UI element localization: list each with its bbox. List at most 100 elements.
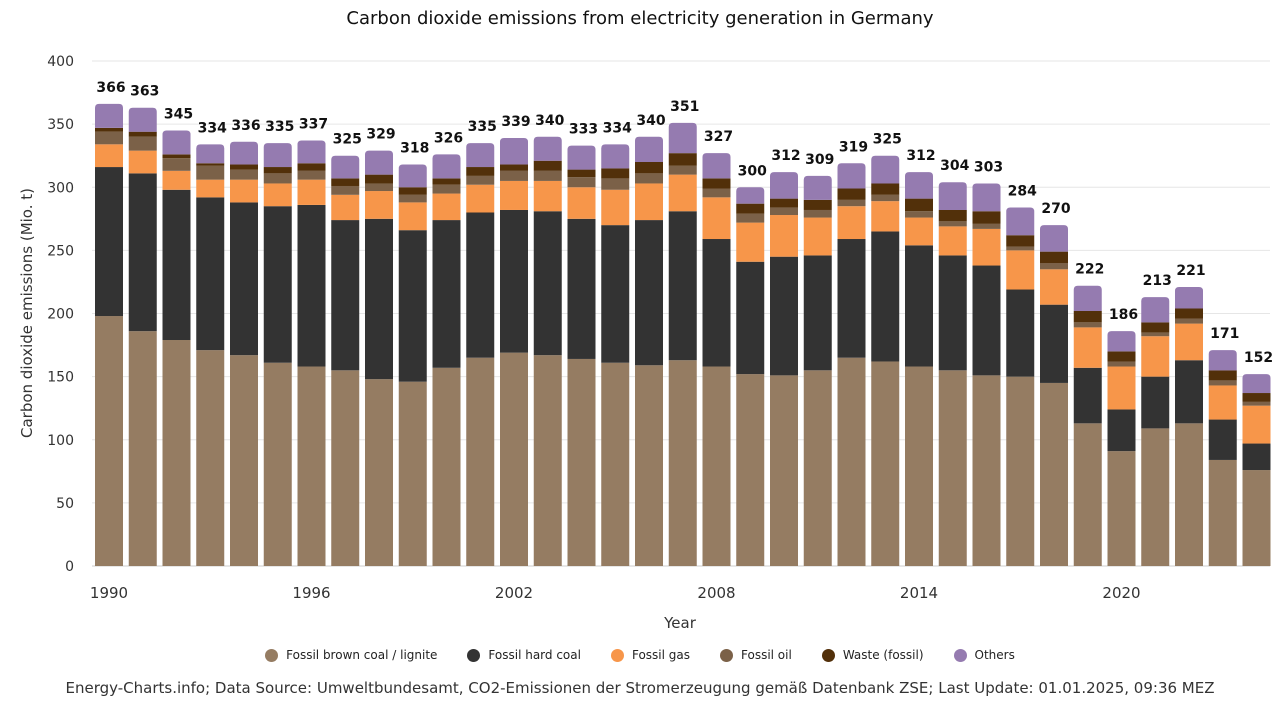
legend-item[interactable]: Waste (fossil) <box>821 648 924 662</box>
bar-segment-fossil-gas <box>736 222 765 262</box>
bar-segment-fossil-brown-coal-lignite <box>466 357 495 566</box>
bar-segment-waste-fossil- <box>466 167 495 176</box>
bar-segment-fossil-gas <box>263 183 292 207</box>
bar-segment-others <box>365 150 393 175</box>
bar-segment-fossil-oil <box>702 188 731 198</box>
legend: Fossil brown coal / lignite Fossil hard c… <box>0 648 1280 662</box>
bar-segment-fossil-oil <box>365 183 393 192</box>
bar-segment-others <box>1175 286 1203 309</box>
data-label: 335 <box>468 119 497 135</box>
bar-segment-fossil-brown-coal-lignite <box>736 374 765 566</box>
legend-item[interactable]: Fossil brown coal / lignite <box>265 648 437 662</box>
bar-segment-fossil-hard-coal <box>500 209 528 353</box>
bar-segment-waste-fossil- <box>1141 322 1170 333</box>
bar-segment-fossil-brown-coal-lignite <box>398 381 427 566</box>
data-label: 270 <box>1041 201 1070 217</box>
bar-segment-fossil-gas <box>533 180 562 212</box>
bar-segment-fossil-gas <box>297 179 326 205</box>
bar-segment-fossil-brown-coal-lignite <box>837 357 866 566</box>
bar-segment-fossil-gas <box>432 193 461 221</box>
bar-segment-others <box>533 136 562 161</box>
data-label: 309 <box>805 152 834 168</box>
bar-segment-waste-fossil- <box>533 160 562 171</box>
bar-segment-fossil-brown-coal-lignite <box>162 340 191 566</box>
legend-label: Fossil hard coal <box>488 648 581 662</box>
bar-segment-waste-fossil- <box>1107 351 1136 362</box>
legend-label: Fossil brown coal / lignite <box>286 648 438 662</box>
bar-segment-fossil-gas <box>1073 327 1102 368</box>
bar-segment-waste-fossil- <box>263 167 292 174</box>
bar-segment-waste-fossil- <box>635 162 663 174</box>
bar-segment-fossil-oil <box>635 173 663 184</box>
data-label: 345 <box>164 106 193 122</box>
x-tick-label: 2020 <box>1102 584 1140 602</box>
bar-segment-fossil-gas <box>803 217 832 256</box>
bar-segment-fossil-brown-coal-lignite <box>635 365 663 566</box>
bar-segment-fossil-oil <box>432 184 461 194</box>
legend-label: Waste (fossil) <box>842 648 924 662</box>
legend-item[interactable]: Fossil oil <box>720 648 792 662</box>
bar-segment-others <box>1073 285 1102 311</box>
source-footer: Energy-Charts.info; Data Source: Umweltb… <box>65 679 1215 697</box>
bar-segment-fossil-oil <box>95 131 123 145</box>
data-label: 186 <box>1109 307 1138 323</box>
bar-segment-fossil-oil <box>837 199 866 207</box>
bar-segment-fossil-hard-coal <box>432 220 461 368</box>
bar-segment-fossil-brown-coal-lignite <box>905 366 933 566</box>
bar-segment-others <box>263 143 292 168</box>
bar-segment-fossil-brown-coal-lignite <box>365 379 393 566</box>
bar-segment-fossil-gas <box>196 179 225 198</box>
bar-segment-fossil-gas <box>1175 323 1203 361</box>
bar-segment-fossil-hard-coal <box>1040 304 1068 383</box>
bar-segment-waste-fossil- <box>1073 310 1102 323</box>
data-label: 340 <box>636 113 665 129</box>
bar-segment-waste-fossil- <box>1208 370 1237 381</box>
data-label: 336 <box>231 118 260 134</box>
bar-segment-others <box>95 103 123 128</box>
legend-item[interactable]: Others <box>953 648 1015 662</box>
x-axis-label: Year <box>663 614 697 632</box>
legend-label: Fossil gas <box>631 648 690 662</box>
legend-item[interactable]: Fossil hard coal <box>467 648 581 662</box>
bar-segment-fossil-hard-coal <box>736 261 765 375</box>
data-label: 213 <box>1143 273 1172 289</box>
bar-segment-others <box>398 164 427 188</box>
bar-segment-waste-fossil- <box>736 203 765 214</box>
bar-segment-fossil-gas <box>128 150 157 174</box>
bar-segment-fossil-gas <box>905 217 933 246</box>
bar-segment-fossil-hard-coal <box>871 231 900 362</box>
bar-segment-waste-fossil- <box>196 163 225 166</box>
bar-segment-waste-fossil- <box>938 209 967 222</box>
bar-segment-fossil-oil <box>162 158 191 171</box>
bar-segment-fossil-brown-coal-lignite <box>871 361 900 566</box>
bar-segment-waste-fossil- <box>871 183 900 195</box>
x-tick-label: 1996 <box>292 584 330 602</box>
bar-segment-fossil-gas <box>1006 250 1035 290</box>
bar-segment-waste-fossil- <box>803 199 832 210</box>
legend-marker-icon <box>821 648 835 662</box>
bar-segment-fossil-brown-coal-lignite <box>601 362 630 566</box>
bar-segment-fossil-hard-coal <box>162 189 191 341</box>
bar-segment-fossil-gas <box>770 215 798 257</box>
bar-segment-fossil-oil <box>128 136 157 151</box>
data-label: 339 <box>501 114 530 130</box>
bar-segment-fossil-hard-coal <box>601 225 630 363</box>
bar-segment-fossil-hard-coal <box>466 212 495 358</box>
bar-segment-fossil-oil <box>1141 332 1170 337</box>
legend-item[interactable]: Fossil gas <box>610 648 690 662</box>
bar-segment-fossil-gas <box>938 226 967 256</box>
data-label: 326 <box>434 130 463 146</box>
bar-segment-waste-fossil- <box>128 131 157 137</box>
bar-segment-fossil-brown-coal-lignite <box>770 375 798 566</box>
bar-segment-waste-fossil- <box>398 187 427 195</box>
bar-segment-others <box>297 140 326 164</box>
bar-segment-fossil-oil <box>263 173 292 184</box>
bar-segment-waste-fossil- <box>567 169 596 178</box>
x-tick-label: 1990 <box>90 584 128 602</box>
data-label: 363 <box>130 84 159 100</box>
data-label: 325 <box>873 132 902 148</box>
bar-segment-fossil-oil <box>500 170 528 181</box>
data-label: 312 <box>771 148 800 164</box>
data-label: 171 <box>1210 326 1239 342</box>
y-tick-label: 200 <box>47 307 74 323</box>
